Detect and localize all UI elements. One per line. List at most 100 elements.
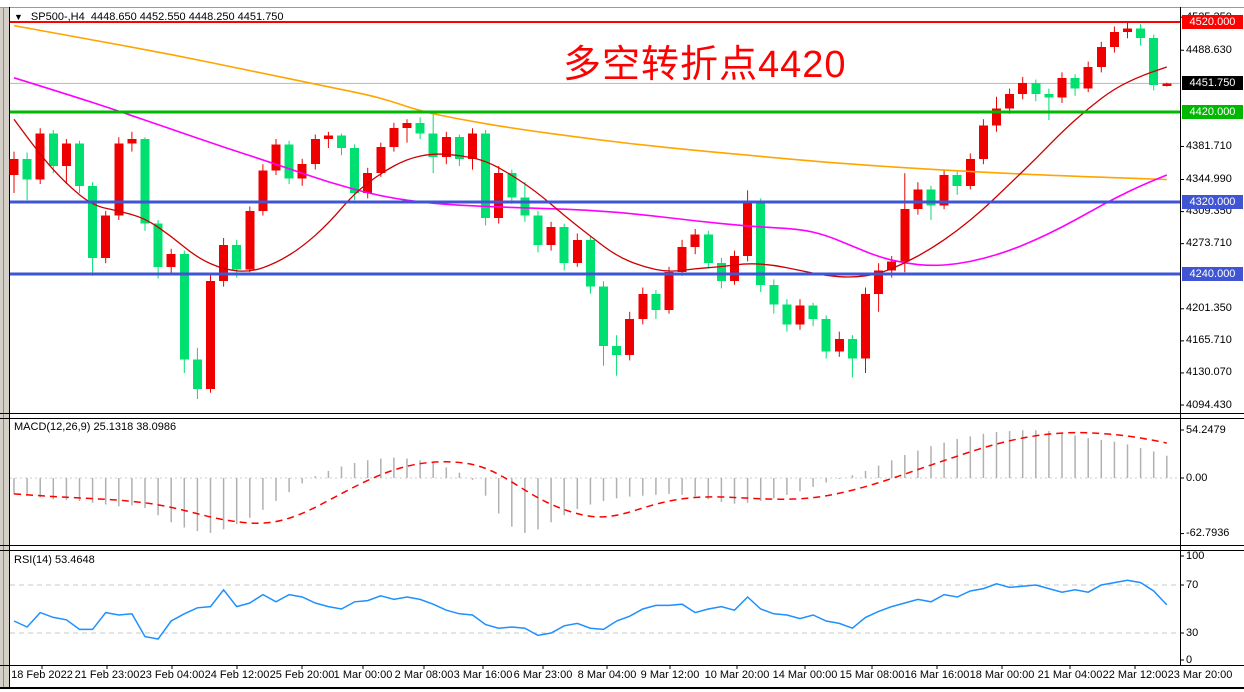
candle — [1070, 77, 1080, 89]
candle — [847, 338, 857, 359]
candle — [1083, 67, 1093, 89]
price-tick-label: 4488.630 — [1186, 43, 1232, 56]
candle — [179, 254, 189, 360]
candle — [494, 173, 504, 219]
time-tick-label: 22 Mar 12:00 — [1102, 669, 1168, 681]
candle — [153, 223, 163, 267]
candle — [585, 239, 595, 287]
candle — [743, 202, 753, 256]
price-tick-label: 4201.350 — [1186, 302, 1232, 315]
candle — [1149, 38, 1159, 85]
candle — [389, 128, 399, 148]
candle — [795, 305, 805, 325]
candle — [271, 144, 281, 171]
time-tick-label: 14 Mar 00:00 — [772, 669, 838, 681]
time-tick-label: 10 Mar 20:00 — [704, 669, 770, 681]
candle — [323, 135, 333, 139]
candle — [1109, 31, 1119, 48]
symbol-dropdown-icon[interactable]: ▼ — [14, 12, 23, 22]
candle — [245, 211, 255, 270]
price-badge: 4420.000 — [1182, 105, 1243, 119]
time-tick-label: 3 Mar 16:00 — [453, 669, 513, 681]
candle — [1031, 83, 1041, 94]
time-tick-label: 8 Mar 04:00 — [577, 669, 637, 681]
candle — [9, 158, 19, 175]
candle — [664, 272, 674, 310]
candle — [677, 247, 687, 273]
candle — [690, 234, 700, 247]
candle — [952, 175, 962, 186]
candle — [350, 148, 360, 193]
price-tick-label: 4381.710 — [1186, 139, 1232, 152]
candle — [258, 170, 268, 211]
symbol-header: ▼ SP500-,H4 4448.650 4452.550 4448.250 44… — [14, 11, 284, 23]
rsi-indicator-label: RSI(14) 53.4648 — [14, 554, 95, 566]
price-tick-label: 4130.070 — [1186, 366, 1232, 379]
candle — [572, 239, 582, 264]
rsi-tick-label: 100 — [1186, 549, 1205, 562]
candle — [1096, 47, 1106, 67]
candle — [703, 234, 713, 264]
price-badge: 4451.750 — [1182, 76, 1243, 91]
time-tick-label: 18 Feb 2022 — [11, 669, 73, 681]
candle — [1162, 83, 1172, 87]
candle — [651, 293, 661, 310]
candle — [730, 256, 739, 282]
candle — [520, 197, 530, 216]
candle — [861, 293, 870, 359]
candle — [101, 215, 111, 258]
candle — [441, 137, 451, 157]
candle — [1044, 94, 1054, 98]
candle — [1005, 94, 1015, 109]
price-badge: 4520.000 — [1182, 15, 1243, 29]
time-tick-label: 9 Mar 12:00 — [640, 669, 700, 681]
time-tick-label: 18 Mar 00:00 — [969, 669, 1035, 681]
rsi-tick-label: 70 — [1186, 578, 1199, 591]
candle — [114, 143, 124, 216]
candle — [978, 125, 988, 159]
candle — [546, 227, 556, 246]
candle — [61, 143, 71, 166]
time-tick-label: 16 Mar 16:00 — [904, 669, 970, 681]
time-tick-label: 21 Feb 23:00 — [74, 669, 140, 681]
price-tick-label: 4094.430 — [1186, 398, 1232, 411]
candle — [913, 189, 923, 210]
candle — [219, 245, 229, 282]
candle — [939, 175, 949, 206]
macd-tick-label: 0.00 — [1186, 471, 1208, 484]
candle — [821, 319, 831, 352]
rsi-tick-label: 30 — [1186, 626, 1199, 639]
candle — [284, 144, 294, 179]
candle — [22, 158, 32, 180]
candle — [140, 139, 150, 224]
price-tick-label: 4165.710 — [1186, 334, 1232, 347]
rsi-tick-label: 0 — [1186, 653, 1193, 666]
symbol-name: SP500-,H4 — [30, 11, 85, 23]
candle — [192, 359, 202, 390]
candle — [1018, 83, 1028, 94]
time-tick-label: 6 Mar 23:00 — [513, 669, 573, 681]
time-tick-label: 2 Mar 08:00 — [394, 669, 454, 681]
candle — [166, 254, 176, 267]
chart-annotation-text: 多空转折点4420 — [563, 44, 847, 86]
price-tick-label: 4273.710 — [1186, 237, 1232, 250]
price-badge: 4240.000 — [1182, 267, 1243, 281]
candle — [310, 139, 320, 165]
candle — [782, 304, 792, 325]
price-tick-label: 4344.990 — [1186, 173, 1232, 185]
candle — [769, 284, 779, 305]
price-badge: 4320.000 — [1182, 195, 1243, 209]
candle — [428, 133, 438, 157]
candle — [559, 227, 569, 264]
candle — [533, 215, 543, 246]
candle — [1123, 28, 1132, 32]
candle — [402, 122, 412, 129]
candle — [206, 281, 215, 390]
candle — [48, 133, 58, 166]
macd-indicator-label: MACD(12,26,9) 25.1318 38.0986 — [14, 421, 176, 433]
macd-tick-label: -62.7936 — [1186, 527, 1230, 540]
symbol-ohlc-values: 4448.650 4452.550 4448.250 4451.750 — [90, 11, 284, 23]
candle — [232, 245, 242, 270]
